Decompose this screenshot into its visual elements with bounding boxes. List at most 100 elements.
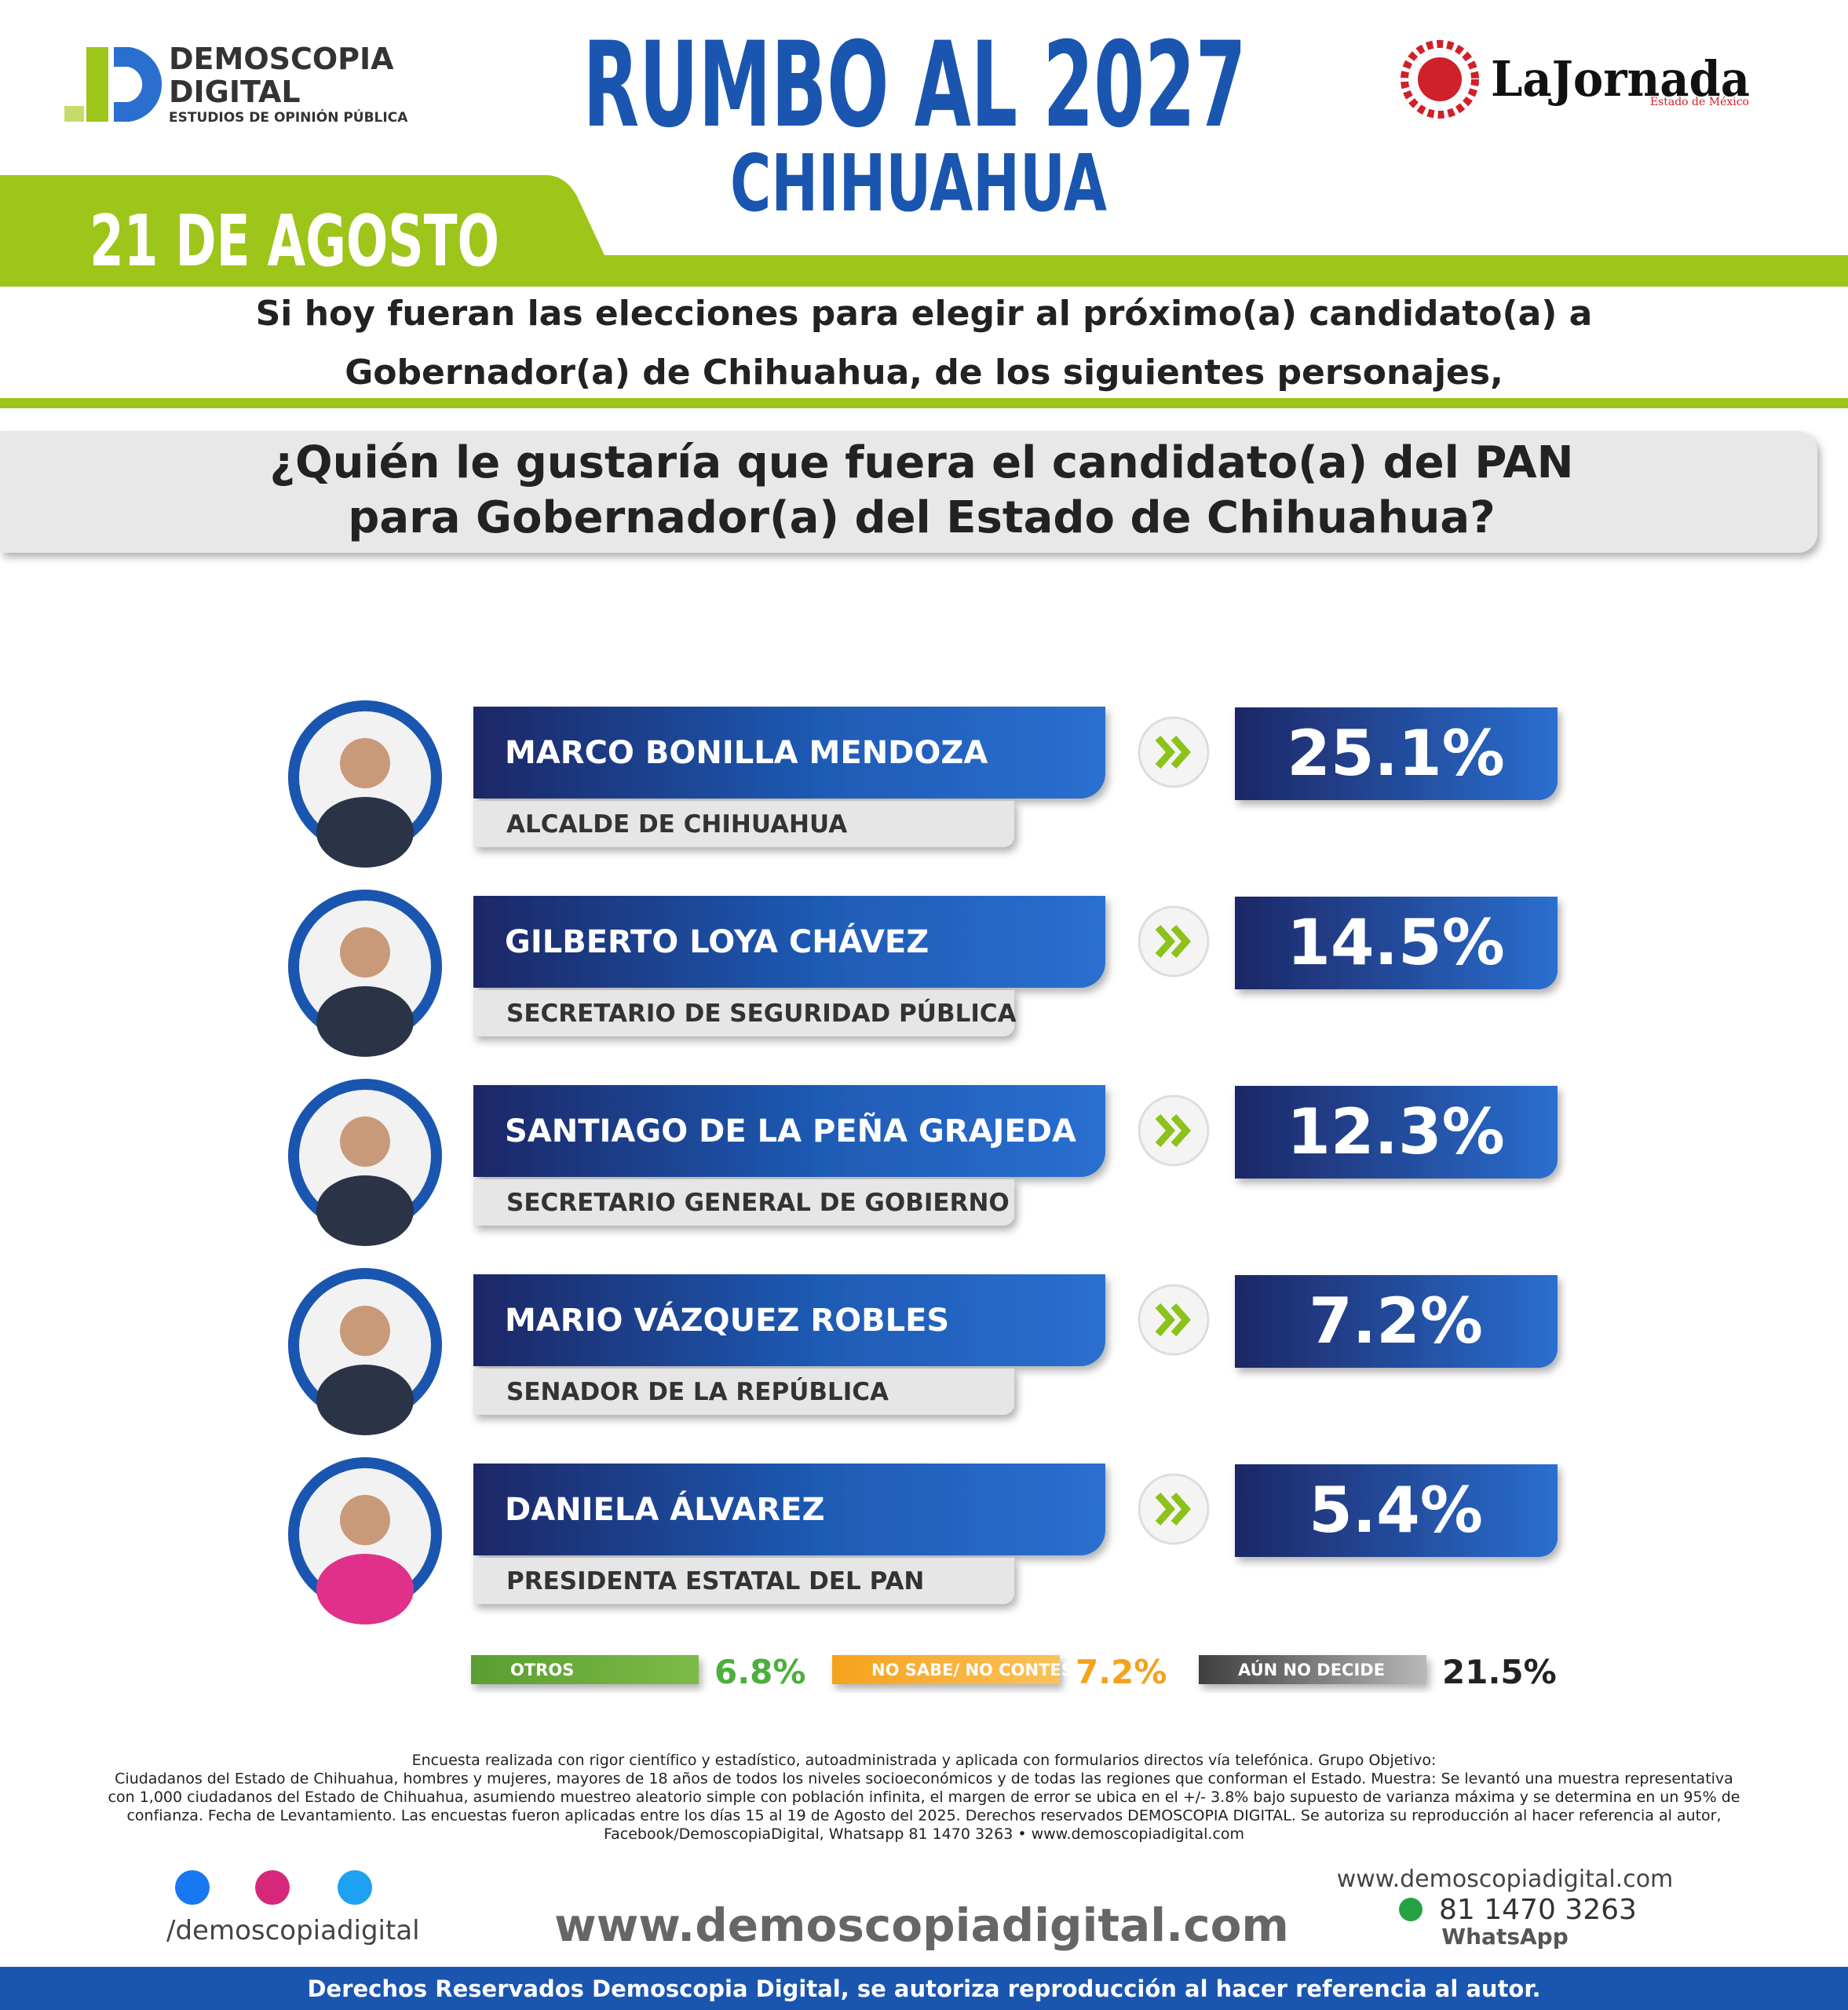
- photo-head: [340, 738, 390, 788]
- photo-head: [340, 1116, 390, 1167]
- role-bar: [473, 1179, 1014, 1226]
- intro-line: Si hoy fueran las elecciones para elegir…: [256, 294, 1593, 334]
- other-result: 7.2%: [1076, 1653, 1167, 1691]
- contact-website[interactable]: www.demoscopiadigital.com: [1337, 1866, 1674, 1893]
- methodology-line: Facebook/DemoscopiaDigital, Whatsapp 81 …: [604, 1825, 1244, 1843]
- chevron: [1155, 925, 1192, 958]
- rights: Derechos Reservados Demoscopia Digital, …: [307, 1975, 1540, 2002]
- candidate-name: SANTIAGO DE LA PEÑA GRAJEDA: [505, 1112, 1076, 1149]
- candidate-row: MARIO VÁZQUEZ ROBLES SENADOR DE LA REPÚBL…: [288, 1268, 1558, 1435]
- logo-text: DEMOSCOPIA: [169, 42, 394, 76]
- candidate-name: MARCO BONILLA MENDOZA: [505, 735, 988, 771]
- candidate-role: SECRETARIO DE SEGURIDAD PÚBLICA: [506, 999, 1017, 1028]
- photo-body: [316, 1365, 414, 1435]
- candidate-role: SENADOR DE LA REPÚBLICA: [506, 1377, 889, 1406]
- facebook-icon[interactable]: [175, 1870, 210, 1905]
- photo-head: [340, 1495, 390, 1545]
- logo-mark: [86, 47, 108, 122]
- role-bar: [473, 1369, 1014, 1415]
- question-box: [0, 431, 1817, 553]
- partner-tagline: Estado de México: [1650, 96, 1749, 108]
- candidate-name: GILBERTO LOYA CHÁVEZ: [505, 923, 929, 960]
- other-bar: [832, 1655, 1060, 1684]
- name-bar: [473, 707, 1105, 799]
- candidate-role: PRESIDENTA ESTATAL DEL PAN: [506, 1567, 924, 1595]
- result: 7.2%: [1309, 1285, 1483, 1358]
- result-box: [1235, 1275, 1558, 1368]
- logo-text: DIGITAL: [169, 75, 301, 109]
- other-bar: [471, 1655, 699, 1684]
- photo-head: [340, 927, 390, 978]
- methodology-line: Ciudadanos del Estado de Chihuahua, homb…: [115, 1771, 1733, 1788]
- chevron: [1155, 1114, 1192, 1147]
- result-box: [1235, 1464, 1558, 1557]
- name-bar: [473, 896, 1105, 988]
- candidate-list: MARCO BONILLA MENDOZA ALCALDE DE CHIHUAHU…: [288, 700, 1558, 1624]
- methodology-line: confianza. Fecha de Levantamiento. Las e…: [126, 1807, 1721, 1825]
- other-bar: [1199, 1655, 1426, 1684]
- other-label: NO SABE/ NO CONTESTÓ: [871, 1660, 1098, 1679]
- photo-body: [316, 986, 414, 1057]
- methodology: Encuesta realizada con rigor científico …: [108, 1752, 1740, 1843]
- role-bar: [473, 1558, 1014, 1604]
- name-bar: [473, 1464, 1105, 1555]
- date: 21 DE AGOSTO: [89, 200, 499, 283]
- social-handle: /demoscopiadigital: [166, 1915, 420, 1946]
- phone: 81 1470 3263: [1439, 1894, 1637, 1926]
- candidate-row: MARCO BONILLA MENDOZA ALCALDE DE CHIHUAHU…: [288, 700, 1558, 868]
- result-box: [1235, 707, 1558, 800]
- photo-body: [316, 1175, 414, 1246]
- chevron: [1155, 1493, 1192, 1526]
- result: 25.1%: [1287, 717, 1505, 790]
- instagram-icon[interactable]: [255, 1870, 290, 1905]
- partner-sun: [1401, 40, 1479, 119]
- role-bar: [473, 990, 1014, 1036]
- partner-name: LaJornada: [1491, 50, 1750, 108]
- result: 14.5%: [1287, 906, 1505, 979]
- logo-mark: [114, 47, 163, 122]
- twitter-icon[interactable]: [338, 1870, 372, 1905]
- other-result: 6.8%: [714, 1653, 805, 1691]
- logo-partner: LaJornada Estado de México: [1401, 40, 1750, 119]
- result: 5.4%: [1309, 1474, 1483, 1547]
- other-result: 21.5%: [1442, 1653, 1557, 1691]
- candidate-row: GILBERTO LOYA CHÁVEZ SECRETARIO DE SEGURI…: [288, 890, 1558, 1057]
- photo-head: [340, 1306, 390, 1356]
- methodology-line: Encuesta realizada con rigor científico …: [412, 1752, 1437, 1769]
- divider: [0, 398, 1848, 408]
- chevron: [1155, 736, 1192, 769]
- photo-body: [316, 797, 414, 868]
- intro-line: Gobernador(a) de Chihuahua, de los sigui…: [345, 353, 1503, 393]
- candidate-role: ALCALDE DE CHIHUAHUA: [506, 810, 847, 839]
- candidate-role: SECRETARIO GENERAL DE GOBIERNO: [506, 1189, 1010, 1217]
- photo-body: [316, 1554, 414, 1624]
- candidate-name: DANIELA ÁLVAREZ: [505, 1490, 824, 1528]
- result: 12.3%: [1287, 1095, 1505, 1168]
- social-icons: [175, 1870, 372, 1905]
- rights-band: [0, 1967, 1848, 2010]
- other-label: AÚN NO DECIDE: [1238, 1660, 1385, 1679]
- name-bar: [473, 1274, 1105, 1366]
- chevron: [1155, 1303, 1192, 1336]
- logo-tagline: ESTUDIOS DE OPINIÓN PÚBLICA: [169, 108, 408, 126]
- result-box: [1235, 897, 1558, 989]
- role-bar: [473, 801, 1014, 847]
- question-line: ¿Quién le gustaría que fuera el candidat…: [270, 437, 1574, 488]
- name-bar: [473, 1085, 1105, 1177]
- methodology-line: con 1,000 ciudadanos del Estado de Chihu…: [108, 1789, 1740, 1806]
- candidate-row: DANIELA ÁLVAREZ PRESIDENTA ESTATAL DEL PA…: [288, 1457, 1558, 1624]
- website[interactable]: www.demoscopiadigital.com: [554, 1899, 1289, 1952]
- result-box: [1235, 1086, 1558, 1179]
- partner-sun: [1418, 57, 1462, 101]
- date-band: [0, 175, 1848, 287]
- whatsapp-icon: [1399, 1898, 1423, 1921]
- question-line: para Gobernador(a) del Estado de Chihuah…: [348, 492, 1495, 543]
- other-label: OTROS: [510, 1661, 574, 1679]
- title: RUMBO AL 2027: [583, 17, 1247, 154]
- logo-demoscopia: DEMOSCOPIA DIGITAL ESTUDIOS DE OPINIÓN P…: [64, 42, 408, 126]
- phone-label: WhatsApp: [1441, 1924, 1569, 1950]
- candidate-row: SANTIAGO DE LA PEÑA GRAJEDA SECRETARIO GE…: [288, 1079, 1558, 1246]
- logo-mark: [64, 106, 84, 122]
